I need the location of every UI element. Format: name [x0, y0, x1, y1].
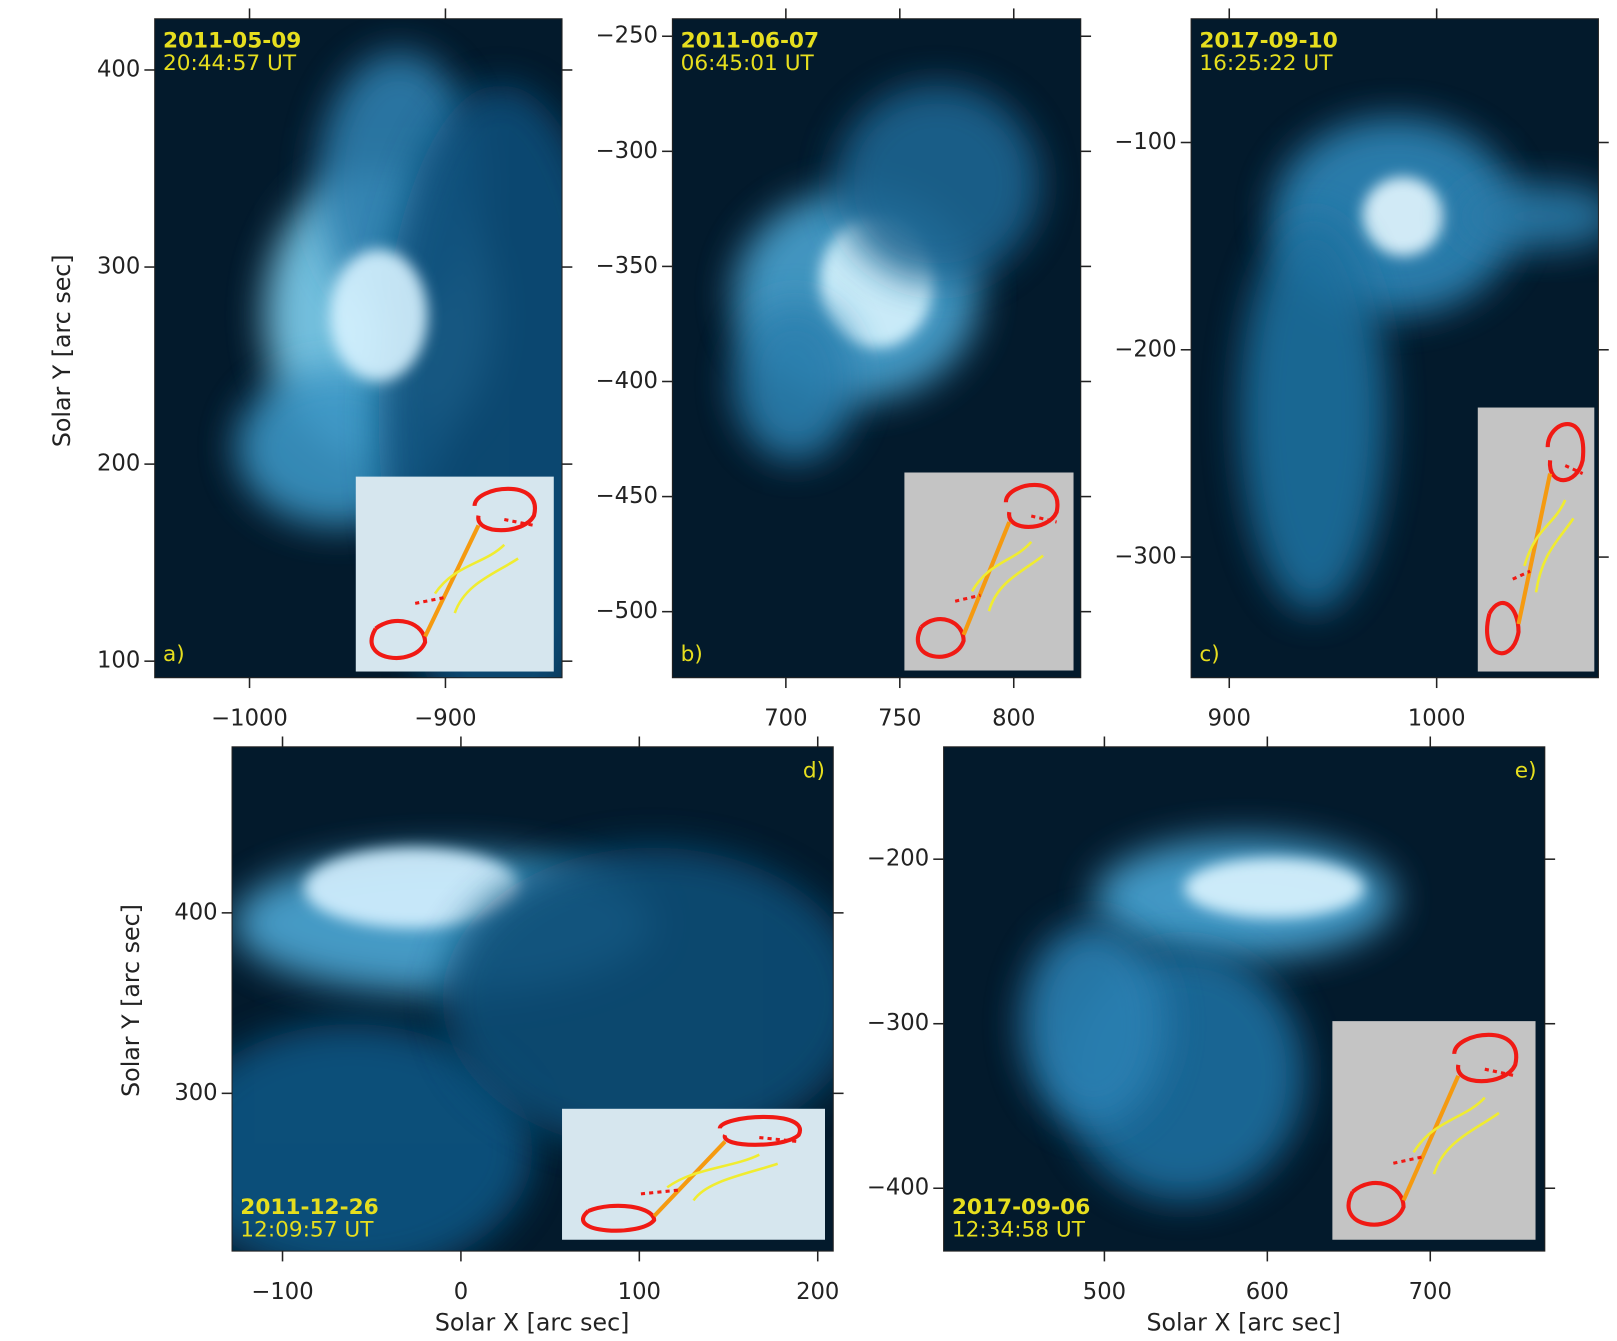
y-tick-label: −450 [596, 483, 658, 509]
x-tick-label: 100 [618, 1279, 661, 1305]
x-tick-label: 700 [1409, 1279, 1452, 1305]
glow [1022, 923, 1166, 1125]
x-tick-label: 500 [1083, 1279, 1126, 1305]
y-tick-label: −300 [867, 1010, 929, 1036]
y-tick-label: −250 [596, 23, 658, 49]
x-tick-label: 1000 [1408, 705, 1466, 731]
x-tick-label: 800 [992, 705, 1035, 731]
time: 12:34:58 UT [952, 1217, 1086, 1242]
panel: 500 600 700 −400 −300 −200 2017-09-0612:34:58 … [867, 737, 1555, 1305]
x-tick-label: 900 [1208, 705, 1251, 731]
panel-label: b) [681, 642, 703, 667]
y-tick-label: 400 [97, 56, 140, 82]
glow [330, 249, 428, 381]
time: 06:45:01 UT [681, 51, 815, 76]
x-tick-label: 700 [764, 705, 807, 731]
panel: −1000 −900 100 200 300 400 2011-05-0920:44:57 … [97, 8, 623, 743]
panel-label: c) [1199, 642, 1219, 667]
y-tick-label: 300 [97, 254, 140, 280]
glow [1456, 183, 1617, 249]
figure: Solar Y [arc sec] Solar Y [arc sec] Sola… [0, 0, 1617, 1341]
x-tick-label: 750 [878, 705, 921, 731]
panel-label: a) [163, 642, 185, 667]
x-tick-label: 600 [1246, 1279, 1289, 1305]
y-tick-label: −300 [596, 138, 658, 164]
x-axis-label: Solar X [arc sec] [1146, 1309, 1341, 1337]
y-tick-label: −350 [596, 253, 658, 279]
time: 12:09:57 UT [240, 1217, 374, 1242]
glow [442, 848, 863, 1151]
x-tick-label: −100 [251, 1279, 313, 1305]
date: 2011-12-26 [240, 1195, 378, 1220]
y-tick-label: 200 [97, 451, 140, 477]
y-tick-label: −200 [1114, 336, 1176, 362]
time: 16:25:22 UT [1199, 51, 1333, 76]
panel-label: e) [1515, 759, 1537, 784]
x-axis-label: Solar X [arc sec] [435, 1309, 629, 1337]
glow [1362, 177, 1443, 256]
glow [1184, 858, 1364, 919]
panel: 700 750 800 −500 −450 −400 −350 −300 −250 2011-06… [596, 8, 1091, 731]
x-tick-label: −1000 [211, 705, 288, 731]
y-axis-label: Solar Y [arc sec] [117, 904, 145, 1097]
y-tick-label: −400 [867, 1175, 929, 1201]
y-tick-label: −100 [1114, 129, 1176, 155]
glow [734, 302, 857, 460]
x-tick-label: 200 [796, 1279, 839, 1305]
panel-label: d) [803, 759, 825, 784]
glow [1240, 216, 1387, 611]
x-tick-label: −900 [414, 705, 476, 731]
time: 20:44:57 UT [163, 51, 297, 76]
y-tick-label: −300 [1114, 544, 1176, 570]
date: 2017-09-06 [952, 1195, 1090, 1220]
glow [836, 85, 1040, 283]
date: 2011-05-09 [163, 28, 301, 53]
date: 2017-09-10 [1199, 28, 1337, 53]
date: 2011-06-07 [681, 28, 819, 53]
y-tick-label: 100 [97, 648, 140, 674]
y-tick-label: −200 [867, 846, 929, 872]
y-tick-label: −400 [596, 368, 658, 394]
y-axis-label: Solar Y [arc sec] [48, 254, 76, 447]
x-tick-label: 0 [454, 1279, 468, 1305]
y-tick-label: 300 [174, 1080, 217, 1106]
y-tick-label: −500 [596, 598, 658, 624]
y-tick-label: 400 [174, 899, 217, 925]
